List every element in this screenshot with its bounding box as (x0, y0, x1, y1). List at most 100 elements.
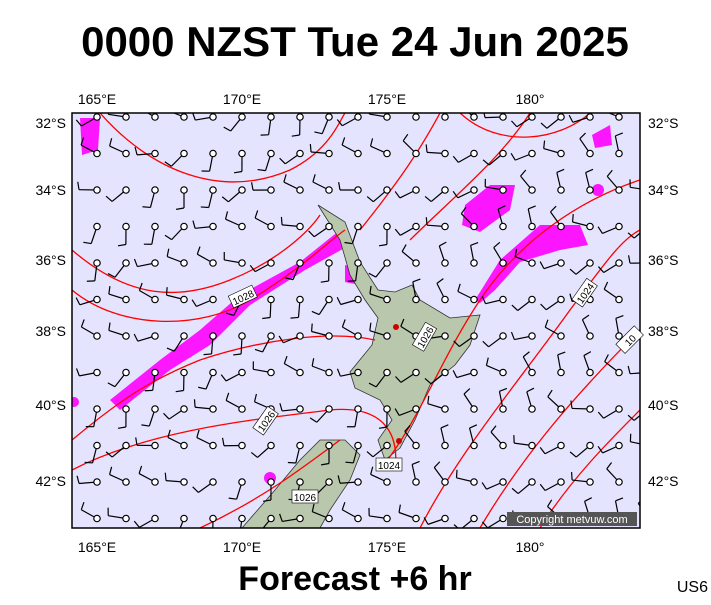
barb-station (181, 223, 187, 229)
barb-station (152, 260, 158, 266)
barb-station (268, 114, 274, 120)
barb-feather (194, 399, 195, 407)
barb-station (587, 223, 593, 229)
barb-feather (310, 144, 311, 152)
barb-station (268, 223, 274, 229)
barb-station (152, 479, 158, 485)
barb-feather (426, 144, 427, 152)
barb-station (355, 442, 361, 448)
barb-station (123, 260, 129, 266)
barb-feather (641, 279, 648, 283)
barb-feather (312, 324, 313, 332)
barb-feather (643, 461, 650, 464)
barb-station (297, 479, 303, 485)
barb-station (239, 150, 245, 156)
barb-station (558, 114, 564, 120)
barb-station (500, 187, 506, 193)
barb-station (210, 187, 216, 193)
lat-label-right: 34°S (648, 182, 679, 198)
barb-station (297, 296, 303, 302)
barb-station (210, 260, 216, 266)
barb-station (94, 150, 100, 156)
city-dot (393, 324, 399, 330)
barb-station (210, 406, 216, 412)
barb-feather (639, 96, 645, 101)
barb-station (239, 223, 245, 229)
barb-station (616, 406, 622, 412)
barb-station (123, 333, 129, 339)
barb-station (529, 114, 535, 120)
barb-station (210, 369, 216, 375)
barb-station (210, 150, 216, 156)
barb-feather (456, 470, 457, 478)
barb-station (616, 187, 622, 193)
barb-station (529, 296, 535, 302)
barb-station (529, 187, 535, 193)
barb-station (94, 479, 100, 485)
barb-station (471, 150, 477, 156)
barb-station (355, 187, 361, 193)
barb-station (442, 260, 448, 266)
barb-feather (281, 217, 282, 225)
lon-label-bottom: 180° (516, 539, 545, 555)
barb-station (558, 260, 564, 266)
barb-station (442, 114, 448, 120)
barb-station (500, 515, 506, 521)
barb-feather (167, 287, 168, 295)
barb-station (181, 442, 187, 448)
barb-station (558, 223, 564, 229)
barb-station (558, 187, 564, 193)
lat-label-right: 40°S (648, 397, 679, 413)
barb-station (123, 515, 129, 521)
barb-station (616, 369, 622, 375)
barb-station (326, 114, 332, 120)
barb-station (587, 150, 593, 156)
lat-label-left: 38°S (35, 323, 66, 339)
barb-feather (167, 102, 169, 110)
barb-station (297, 150, 303, 156)
barb-station (500, 223, 506, 229)
barb-feather (170, 534, 178, 536)
barb-station (181, 296, 187, 302)
barb-station (326, 223, 332, 229)
barb-station (181, 479, 187, 485)
barb-feather (572, 472, 573, 480)
barb-station (123, 369, 129, 375)
barb-station (471, 187, 477, 193)
barb-station (558, 369, 564, 375)
barb-feather (201, 207, 209, 208)
barb-staff (641, 283, 648, 300)
barb-station (123, 406, 129, 412)
barb-station (152, 333, 158, 339)
isobar-label: 1026 (292, 490, 318, 504)
barb-station (152, 296, 158, 302)
barb-station (239, 369, 245, 375)
barb-station (152, 187, 158, 193)
barb-station (616, 114, 622, 120)
title: 0000 NZST Tue 24 Jun 2025 (81, 18, 629, 65)
barb-station (384, 223, 390, 229)
lat-label-left: 42°S (35, 473, 66, 489)
barb-feather (426, 217, 427, 225)
barb-station (558, 150, 564, 156)
barb-feather (205, 536, 213, 537)
barb-station (123, 296, 129, 302)
barb-station (587, 114, 593, 120)
barb-station (529, 479, 535, 485)
barb-station (587, 406, 593, 412)
barb-station (268, 150, 274, 156)
barb-station (152, 223, 158, 229)
barb-station (587, 187, 593, 193)
city-dot (396, 438, 402, 444)
barb-feather (142, 207, 150, 208)
barb-station (181, 333, 187, 339)
lat-label-right: 32°S (648, 115, 679, 131)
barb-station (442, 223, 448, 229)
barb-station (297, 333, 303, 339)
barb-station (210, 442, 216, 448)
barb-station (384, 369, 390, 375)
barb-station (413, 187, 419, 193)
barb-station (297, 187, 303, 193)
barb-station (181, 150, 187, 156)
